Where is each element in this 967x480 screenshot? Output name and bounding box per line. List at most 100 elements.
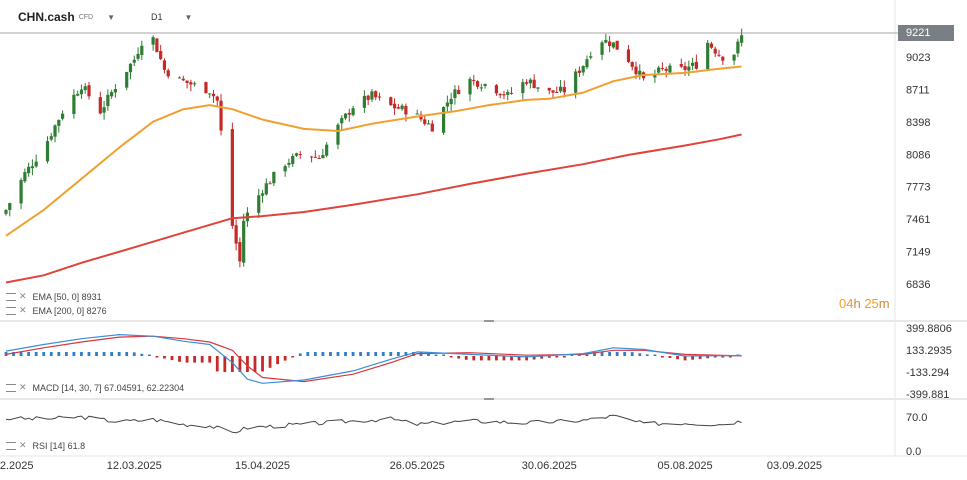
- candle-body: [562, 87, 566, 93]
- candle-body: [498, 93, 502, 96]
- candle-body: [45, 141, 50, 162]
- macd-histogram-bar: [404, 352, 408, 356]
- macd-histogram-bar: [276, 356, 280, 365]
- candle-body: [611, 42, 615, 48]
- rsi-legend: ✕ RSI [14] 61.8: [6, 440, 85, 451]
- macd-axis-label: 399.8806: [906, 323, 952, 335]
- candle-body: [626, 49, 631, 62]
- candle-body: [313, 156, 317, 158]
- macd-histogram-bar: [381, 352, 385, 356]
- rsi-line: [5, 414, 742, 434]
- time-axis-label: 30.06.2025: [522, 460, 577, 472]
- candle-body: [664, 68, 668, 71]
- candle-body: [193, 83, 197, 85]
- candle-body: [162, 60, 167, 70]
- candle-body: [604, 39, 608, 43]
- last-price-tag: 9221: [898, 25, 954, 41]
- symbol-label[interactable]: CHN.cash: [18, 10, 75, 24]
- remove-indicator-icon[interactable]: ✕: [19, 382, 27, 392]
- candle-body: [4, 209, 8, 214]
- indicator-settings-icon[interactable]: [6, 441, 16, 450]
- macd-histogram-bar: [291, 356, 295, 358]
- candle-body: [370, 91, 374, 100]
- countdown-hours-unit: h: [853, 296, 861, 311]
- macd-histogram-bar: [261, 356, 264, 372]
- macd-histogram-bar: [683, 356, 687, 361]
- remove-indicator-icon[interactable]: ✕: [19, 305, 27, 315]
- candle-body: [449, 98, 453, 105]
- macd-histogram-bar: [661, 356, 664, 358]
- candle-body: [294, 153, 299, 156]
- candle-body: [317, 157, 321, 159]
- indicator-settings-icon[interactable]: [6, 306, 16, 315]
- macd-histogram-bar: [495, 356, 498, 361]
- rsi-legend-text: RSI [14] 61.8: [32, 440, 86, 451]
- candle-body: [49, 136, 53, 140]
- time-axis-label: 15.04.2025: [235, 460, 290, 472]
- candle-body: [53, 125, 57, 137]
- macd-histogram-bar: [676, 356, 679, 360]
- candle-body: [442, 107, 446, 133]
- candle-body: [34, 161, 38, 167]
- candle-body: [525, 82, 529, 84]
- candle-body: [668, 65, 672, 73]
- indicator-settings-icon[interactable]: [6, 292, 16, 301]
- candle-body: [634, 66, 638, 75]
- candle-body: [185, 80, 189, 83]
- candle-body: [404, 106, 408, 115]
- candle-body: [426, 123, 431, 125]
- macd-histogram-bar: [472, 356, 476, 361]
- candle-body: [128, 63, 133, 73]
- candle-body: [340, 118, 344, 124]
- symbol-dropdown-icon[interactable]: ▼: [107, 12, 115, 22]
- macd-histogram-bar: [412, 352, 415, 356]
- instrument-type-label: CFD: [78, 13, 94, 21]
- macd-histogram-bar: [713, 356, 717, 358]
- candle-body: [679, 64, 683, 67]
- remove-indicator-icon[interactable]: ✕: [19, 291, 27, 301]
- macd-legend: ✕ MACD [14, 30, 7] 67.04591, 62.22304: [6, 382, 184, 393]
- candle-body: [234, 225, 238, 244]
- macd-histogram-bar: [238, 356, 242, 372]
- macd-histogram-bar: [706, 356, 710, 359]
- macd-histogram-bar: [19, 352, 23, 356]
- candle-body: [494, 85, 499, 94]
- candle-body: [713, 48, 717, 54]
- macd-histogram-bar: [547, 356, 551, 358]
- candle-body: [272, 171, 276, 184]
- candle-body: [166, 70, 170, 77]
- macd-histogram-bar: [306, 352, 310, 356]
- candle-body: [472, 80, 476, 82]
- candle-body: [110, 92, 114, 97]
- price-axis-label: 7773: [906, 182, 930, 194]
- candle-body: [264, 183, 268, 195]
- macd-histogram-bar: [170, 356, 174, 361]
- macd-axis-label: -133.294: [906, 367, 949, 379]
- macd-histogram-bar: [57, 352, 61, 356]
- timeframe-dropdown-icon[interactable]: ▼: [184, 12, 193, 22]
- candle-body: [709, 43, 714, 48]
- rsi-pane-resize-handle[interactable]: [484, 398, 494, 400]
- indicator-settings-icon[interactable]: [6, 383, 16, 392]
- candle-body: [283, 166, 287, 172]
- candle-body: [79, 89, 84, 95]
- macd-histogram-bar: [691, 356, 694, 360]
- candle-body: [657, 67, 661, 73]
- candle-body: [136, 53, 140, 59]
- macd-pane-resize-handle[interactable]: [484, 320, 494, 322]
- candle-body: [98, 97, 102, 114]
- candle-body: [113, 89, 118, 93]
- candle-body: [343, 113, 348, 119]
- macd-histogram-bar: [27, 352, 31, 356]
- ema50-legend: ✕ EMA [50, 0] 8931: [6, 291, 102, 302]
- macd-histogram-bar: [351, 352, 355, 356]
- timeframe-label[interactable]: D1: [151, 12, 163, 22]
- candle-body: [140, 45, 144, 55]
- candle-body: [687, 66, 691, 71]
- macd-axis-label: 133.2935: [906, 345, 952, 357]
- candle-body: [521, 82, 525, 94]
- countdown-minutes-unit: m: [878, 296, 890, 311]
- remove-indicator-icon[interactable]: ✕: [19, 440, 27, 450]
- candle-body: [374, 91, 378, 98]
